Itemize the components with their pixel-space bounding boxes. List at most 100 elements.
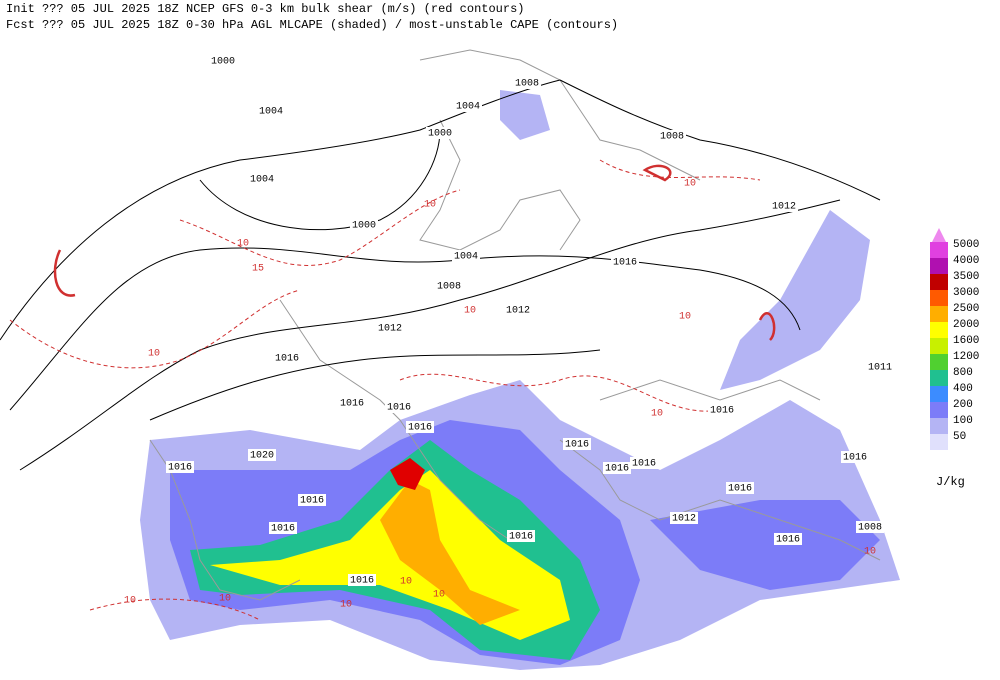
pressure-label: 1008	[515, 79, 539, 90]
shade-200	[650, 500, 880, 590]
label-bg	[426, 127, 454, 139]
pressure-label: 1008	[437, 282, 461, 293]
legend-swatch	[930, 258, 948, 274]
shear-label: 10	[124, 596, 136, 607]
legend-label: 2000	[953, 319, 979, 331]
coastline	[419, 119, 581, 251]
cape-shading	[140, 90, 900, 670]
label-bg	[611, 256, 639, 268]
pressure-label: 1016	[632, 459, 656, 470]
label-bg	[513, 77, 541, 89]
legend-label: 200	[953, 399, 973, 411]
label-bg	[504, 304, 532, 316]
shear-label: 10	[864, 547, 876, 558]
label-bg	[726, 482, 754, 494]
pressure-label: 1012	[506, 306, 530, 317]
pressure-label: 1004	[454, 252, 478, 263]
pressure-label: 1016	[408, 423, 432, 434]
label-bg	[209, 55, 237, 67]
legend-swatch	[930, 418, 948, 434]
label-bg	[603, 462, 631, 474]
legend-swatch	[930, 386, 948, 402]
label-bg	[257, 105, 285, 117]
shear-contour	[89, 598, 261, 621]
pressure-label: 1008	[660, 132, 684, 143]
label-bg	[298, 494, 326, 506]
legend-label: 800	[953, 367, 973, 379]
pressure-label: 1011	[868, 363, 892, 374]
legend-swatch	[930, 322, 948, 338]
legend-swatch	[930, 274, 948, 290]
label-bg	[856, 521, 884, 533]
shear-label: 10	[219, 594, 231, 605]
shear-contours	[9, 159, 761, 621]
shear-label: 10	[237, 239, 249, 250]
legend-swatch	[930, 370, 948, 386]
label-bg	[273, 352, 301, 364]
label-bg	[348, 574, 376, 586]
shear-label: 15	[252, 264, 264, 275]
legend-swatch	[930, 434, 948, 450]
legend-swatch	[930, 290, 948, 306]
shear-label: 10	[464, 306, 476, 317]
label-bg	[248, 449, 276, 461]
label-bg	[563, 438, 591, 450]
label-bg	[452, 250, 480, 262]
label-bg	[454, 100, 482, 112]
legend-swatch	[930, 306, 948, 322]
label-bg	[435, 280, 463, 292]
label-bg	[269, 522, 297, 534]
pressure-label: 1016	[271, 524, 295, 535]
legend-swatch	[930, 354, 948, 370]
shear-label: 10	[433, 590, 445, 601]
label-bg	[770, 200, 798, 212]
isobar	[19, 199, 841, 471]
shear-contour	[9, 289, 301, 369]
label-bg	[841, 451, 869, 463]
legend-label: 1600	[953, 335, 979, 347]
isobar	[149, 349, 601, 421]
label-bg	[866, 361, 894, 373]
isobar	[9, 247, 801, 411]
pressure-label: 1016	[350, 576, 374, 587]
pressure-label: 1016	[387, 403, 411, 414]
coastline	[419, 49, 701, 181]
label-bg	[630, 457, 658, 469]
pressure-label: 1000	[211, 57, 235, 68]
label-bg	[338, 397, 366, 409]
shear-contour	[758, 312, 776, 341]
pressure-label: 1016	[565, 440, 589, 451]
shear-label: 10	[340, 600, 352, 611]
shear-contour	[399, 373, 721, 412]
isobar	[559, 79, 881, 201]
label-bg	[376, 322, 404, 334]
shear-label: 10	[424, 200, 436, 211]
legend-arrow	[932, 228, 946, 242]
pressure-label: 1016	[275, 354, 299, 365]
label-bg	[166, 461, 194, 473]
shear-label: 10	[400, 577, 412, 588]
label-bg	[670, 512, 698, 524]
header-line: Init ??? 05 JUL 2025 18Z NCEP GFS 0-3 km…	[6, 2, 524, 16]
legend-swatch	[930, 338, 948, 354]
pressure-label: 1016	[710, 406, 734, 417]
shear-label: 10	[684, 179, 696, 190]
pressure-label: 1016	[300, 496, 324, 507]
label-bg	[385, 401, 413, 413]
shade-100	[500, 90, 550, 140]
pressure-label: 1012	[378, 324, 402, 335]
legend-swatch	[930, 402, 948, 418]
legend-unit: J/kg	[936, 475, 965, 489]
legend-label: 400	[953, 383, 973, 395]
pressure-label: 1012	[672, 514, 696, 525]
legend-label: 2500	[953, 303, 979, 315]
shear-label: 10	[148, 349, 160, 360]
shear-contour	[599, 159, 761, 181]
pressure-label: 1020	[250, 451, 274, 462]
label-bg	[406, 421, 434, 433]
shade-3500	[390, 458, 425, 490]
pressure-label: 1012	[772, 202, 796, 213]
shear-label: 10	[651, 409, 663, 420]
pressure-label: 1004	[456, 102, 480, 113]
pressure-label: 1008	[858, 523, 882, 534]
